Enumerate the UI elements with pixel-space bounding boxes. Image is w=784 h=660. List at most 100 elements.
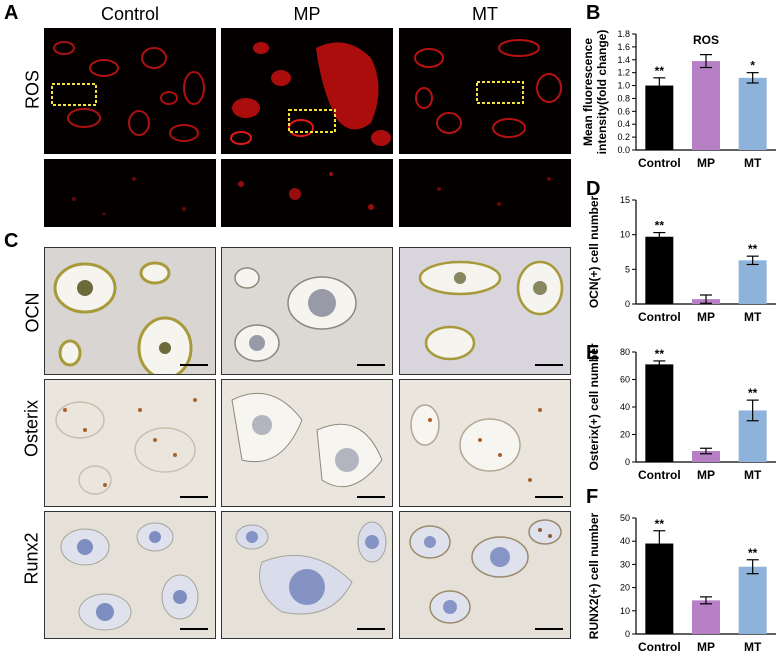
y-tick-label: 0 <box>625 629 630 639</box>
significance-mark: ** <box>655 64 665 78</box>
scale-bar <box>535 496 563 498</box>
y-tick-label: 0.6 <box>617 106 630 116</box>
fluorescence-zoom-mt <box>399 159 571 227</box>
roi-box <box>288 109 336 133</box>
ihc-image-runx2-mt <box>399 511 571 639</box>
ihc-image-runx2-mp <box>221 511 393 639</box>
y-tick-label: 30 <box>620 559 630 569</box>
y-tick-label: 1.4 <box>617 55 630 65</box>
y-axis-label: Mean fluorescenceintensity(fold change) <box>581 30 609 155</box>
ihc-svg <box>400 512 570 638</box>
y-tick-label: 0.2 <box>617 132 630 142</box>
fluorescence-svg <box>230 42 391 146</box>
x-tick-label: MT <box>744 468 762 482</box>
bar-mt <box>738 260 767 304</box>
ihc-svg <box>400 380 570 506</box>
row-label-osterix: Osterix <box>21 400 42 458</box>
panel-letter-d: D <box>586 178 601 200</box>
scale-bar <box>357 628 385 630</box>
column-title-mp: MP <box>293 4 321 24</box>
y-tick-label: 0.4 <box>617 119 630 129</box>
y-tick-label: 20 <box>620 583 630 593</box>
y-axis-label: Osterix(+) cell number <box>587 343 601 470</box>
x-tick-label: MP <box>697 310 715 324</box>
chart-b-ros: Mean fluorescenceintensity(fold change) 0… <box>581 29 776 170</box>
ihc-svg <box>222 248 392 374</box>
bar-mp <box>692 600 720 634</box>
panel-letter-c: C <box>4 230 19 252</box>
ihc-image-ocn-mp <box>221 247 393 375</box>
y-axis-label: OCN(+) cell number <box>587 195 601 308</box>
fluorescence-image-mt <box>399 28 571 154</box>
y-axis-label: RUNX2(+) cell number <box>587 512 601 639</box>
ihc-svg <box>45 512 215 638</box>
chart-f-runx2: RUNX2(+) cell number 0 10 20 30 40 50 ** Control… <box>587 512 776 654</box>
chart-e-osterix: Osterix(+) cell number 0 20 40 60 80 ** Control… <box>587 343 776 482</box>
bar-control <box>645 236 674 304</box>
x-tick-label: MP <box>697 640 715 654</box>
x-tick-label: Control <box>638 310 681 324</box>
y-tick-label: 5 <box>625 264 630 274</box>
significance-mark: ** <box>748 386 758 400</box>
y-tick-label: 1.6 <box>617 42 630 52</box>
x-tick-label: MT <box>744 156 762 170</box>
y-tick-label: 0 <box>625 457 630 467</box>
y-tick-label: 10 <box>620 230 630 240</box>
x-tick-label: Control <box>638 468 681 482</box>
roi-box <box>476 81 524 104</box>
bar-control <box>645 543 674 634</box>
significance-mark: ** <box>655 517 665 531</box>
column-title-control: Control <box>100 4 160 24</box>
y-tick-label: 0.8 <box>617 93 630 103</box>
fluorescence-image-mp <box>221 28 393 154</box>
y-tick-label: 50 <box>620 513 630 523</box>
fluorescence-zoom-svg <box>238 172 374 210</box>
bar-mt <box>738 566 767 634</box>
y-tick-label: 20 <box>620 430 630 440</box>
row-label-ros: ROS <box>22 70 43 110</box>
ihc-image-ocn-mt <box>399 247 571 375</box>
y-tick-label: 1.8 <box>617 29 630 39</box>
y-tick-label: 0.0 <box>617 145 630 155</box>
significance-mark: ** <box>748 546 758 560</box>
y-axis-label-line: Mean fluorescence <box>581 38 595 146</box>
panel-letter-a: A <box>4 2 19 24</box>
ihc-image-osterix-mp <box>221 379 393 507</box>
x-tick-label: Control <box>638 640 681 654</box>
row-label-ocn: OCN <box>22 292 43 333</box>
fluorescence-image-control <box>44 28 216 154</box>
bar-mt <box>738 77 767 150</box>
roi-box <box>51 83 97 106</box>
scale-bar <box>357 496 385 498</box>
x-tick-label: MT <box>744 640 762 654</box>
y-axis-label-line: intensity(fold change) <box>595 30 609 155</box>
row-label-runx2: Runx2 <box>21 532 42 585</box>
fluorescence-zoom-svg <box>437 177 551 206</box>
scale-bar <box>357 364 385 366</box>
significance-mark: ** <box>655 347 665 361</box>
y-tick-label: 10 <box>620 606 630 616</box>
column-title-mt: MT <box>472 4 498 24</box>
chart-title: ROS <box>693 33 719 47</box>
x-tick-label: Control <box>638 156 681 170</box>
scale-bar <box>535 628 563 630</box>
ihc-svg <box>400 248 570 374</box>
ihc-svg <box>45 248 215 374</box>
y-tick-label: 40 <box>620 402 630 412</box>
significance-mark: ** <box>655 219 665 233</box>
x-tick-label: MP <box>697 156 715 170</box>
y-tick-label: 80 <box>620 347 630 357</box>
y-tick-label: 0 <box>625 299 630 309</box>
ihc-image-runx2-control <box>44 511 216 639</box>
significance-mark: * <box>750 59 755 73</box>
bar-mp <box>692 61 720 150</box>
scale-bar <box>180 364 208 366</box>
ihc-image-osterix-mt <box>399 379 571 507</box>
fluorescence-zoom-control <box>44 159 216 227</box>
bar-control <box>645 364 674 462</box>
fluorescence-zoom-mp <box>221 159 393 227</box>
y-tick-label: 1.0 <box>617 81 630 91</box>
fluorescence-svg <box>51 41 205 142</box>
panel-letter-e: E <box>586 342 600 364</box>
ihc-svg <box>222 512 392 638</box>
